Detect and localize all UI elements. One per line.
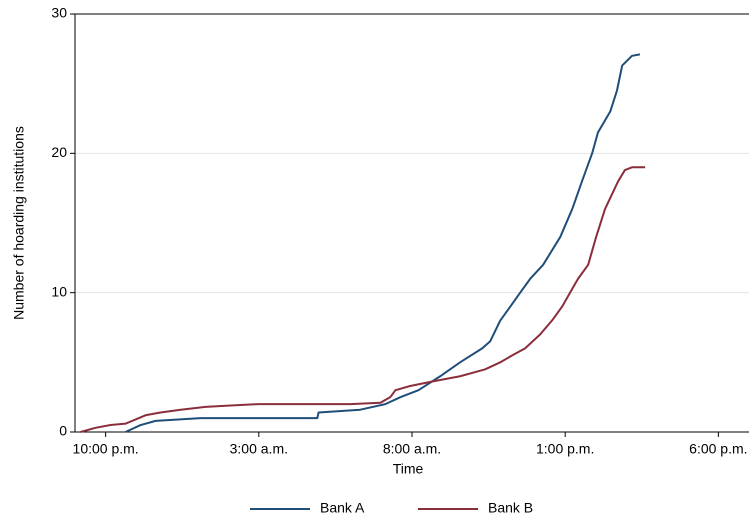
x-tick-label: 8:00 a.m.	[383, 441, 441, 457]
y-tick-label: 0	[59, 423, 67, 439]
y-tick-label: 30	[51, 5, 67, 21]
legend-label: Bank B	[488, 500, 533, 516]
legend-label: Bank A	[320, 500, 365, 516]
y-tick-label: 10	[51, 283, 67, 299]
x-axis-title: Time	[393, 461, 424, 477]
x-tick-label: 3:00 a.m.	[230, 441, 288, 457]
y-tick-label: 20	[51, 144, 67, 160]
x-tick-label: 1:00 p.m.	[536, 441, 594, 457]
x-tick-label: 6:00 p.m.	[689, 441, 747, 457]
x-tick-label: 10:00 p.m.	[73, 441, 139, 457]
line-series	[80, 166, 646, 433]
y-axis-title: Number of hoarding institutions	[11, 126, 27, 320]
line-series	[125, 53, 641, 433]
